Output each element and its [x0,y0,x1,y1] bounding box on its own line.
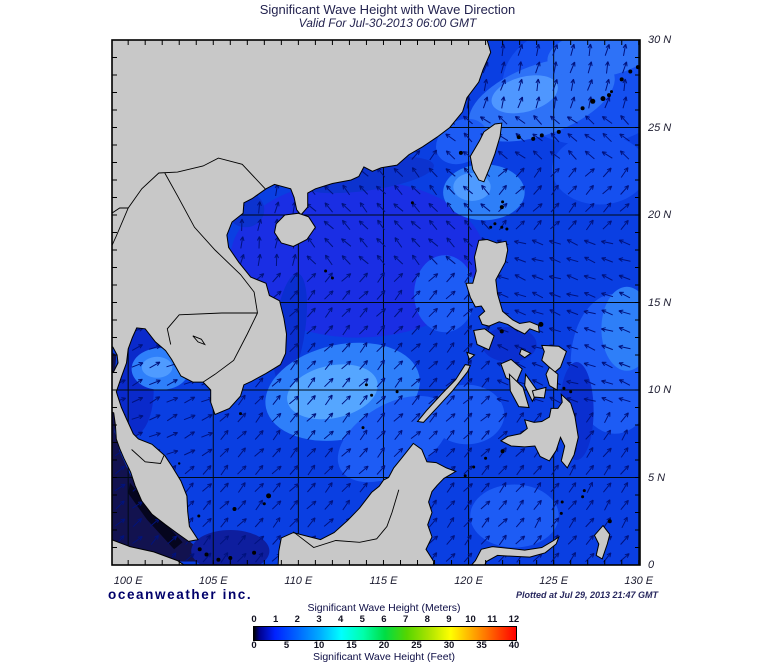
land-panay [500,358,523,384]
legend-meter-tick: 12 [508,614,520,625]
land-palawan [416,364,472,423]
legend-feet-tick: 15 [346,640,357,651]
legend-feet-tick: 10 [313,640,325,651]
y-axis-label: 5 N [648,471,666,484]
land-sumatra [112,539,185,565]
land-luzon [465,238,540,335]
landmasses [112,40,640,565]
x-axis-label: 115 E [369,575,398,587]
legend-feet-tick: 5 [283,640,290,651]
y-axis-label: 10 N [648,384,672,396]
land-bohol [531,386,547,399]
legend-feet-tick: 35 [476,640,487,651]
legend-meter-tick: 1 [273,614,279,625]
land-negros [508,373,530,409]
y-axis-label: 25 N [648,121,672,134]
land-sulawesi-north-arm [470,535,560,565]
title-block: Significant Wave Height with Wave Direct… [0,3,775,30]
land-taiwan [469,122,503,183]
y-axis-label: 30 N [648,34,672,46]
legend-meter-tick: 3 [316,614,322,625]
legend-meter-tick: 11 [487,614,498,625]
legend-meter-tick: 9 [446,614,452,625]
land-halmahera [593,524,611,560]
x-axis-label: 105 E [198,575,228,587]
x-axis-label: 100 E [113,575,143,587]
legend-feet-tick: 0 [251,640,257,651]
oceanweather-logo-text: oceanweather inc. [108,587,253,602]
y-axis-label: 20 N [648,209,672,221]
land-mindanao [499,393,579,469]
chart-valid-time: Valid For Jul-30-2013 06:00 GMT [298,16,477,30]
y-axis-label: 15 N [648,296,672,309]
x-axis-label: 120 E [454,575,483,587]
y-axis-label: 0 [648,559,655,571]
land-borneo [277,442,457,565]
legend-meter-ticks: 0 1 2 3 4 5 6 7 8 9 10 11 12 [245,614,523,625]
legend-feet-ticks: 0 5 10 15 20 25 30 35 40 [245,640,523,651]
legend-meter-tick: 4 [337,614,344,625]
land-leyte [545,366,559,391]
legend-feet-tick: 20 [378,640,390,651]
colorbar-gradient [253,626,517,641]
legend-meter-tick: 2 [294,614,300,625]
legend-feet-tick: 25 [411,640,422,651]
chart-title: Significant Wave Height with Wave Direct… [259,2,516,17]
legend-meter-tick: 0 [251,614,257,625]
land-mainland-asia [112,40,492,542]
legend-title-meters: Significant Wave Height (Meters) [307,602,461,614]
x-axis-label: 125 E [539,575,569,587]
plotted-timestamp: Plotted at Jul 29, 2013 21:47 GMT [516,590,659,600]
x-axis-label: 110 E [284,575,313,587]
legend-meter-tick: 8 [424,614,430,625]
x-axis-label: 130 E [624,575,654,587]
legend-meter-tick: 5 [359,614,365,625]
legend-meter-tick: 7 [402,614,409,625]
land-hainan [273,212,317,248]
legend-meter-tick: 6 [381,614,387,625]
land-mindoro [473,328,495,351]
legend-title-feet: Significant Wave Height (Feet) [312,651,455,663]
map-frame [111,39,641,566]
land-masbate [519,348,532,359]
legend-feet-tick: 40 [508,640,520,651]
legend-meter-tick: 10 [465,614,476,625]
land-calamian [466,351,476,361]
legend-feet-tick: 30 [443,640,455,651]
